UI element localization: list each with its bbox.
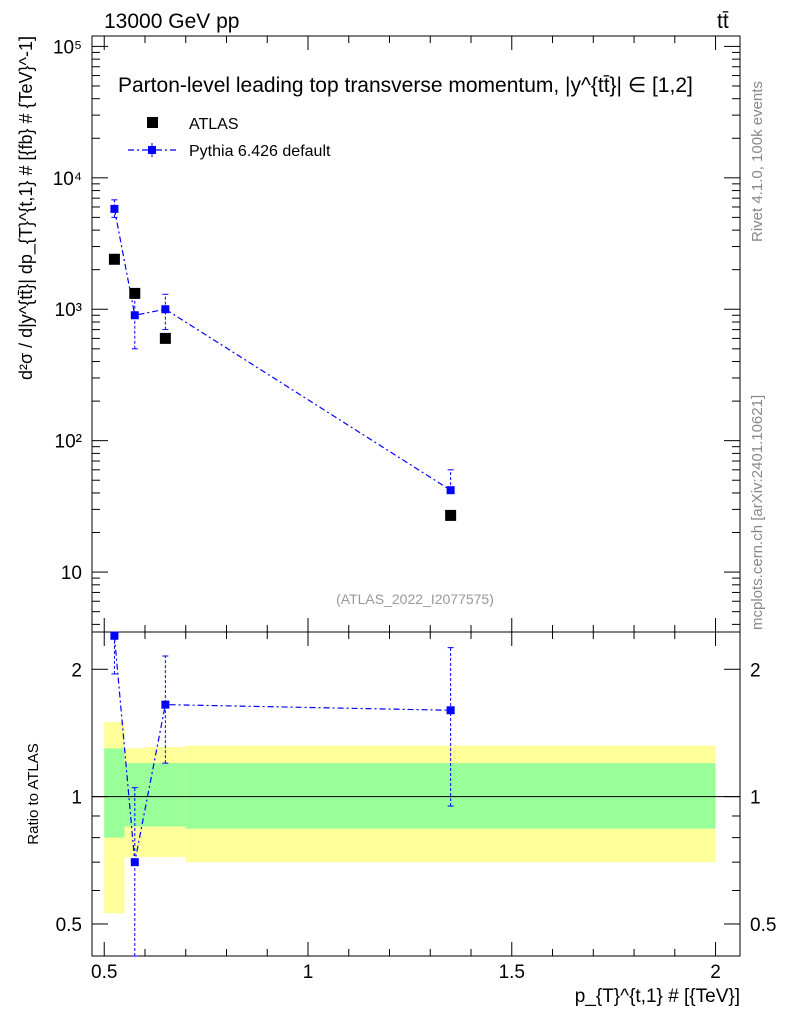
pythia-point [446, 486, 455, 495]
pythia-point [161, 305, 170, 314]
main-series [108, 199, 457, 521]
y-tick-label-main: 10² [55, 432, 82, 453]
x-tick-label: 1.5 [499, 962, 525, 983]
y-tick-label-main: 10 [61, 563, 82, 584]
ratio-point [161, 700, 170, 709]
atlas-point [129, 287, 141, 299]
ratio-uncertainty-bands [104, 722, 716, 914]
ratio-line [113, 635, 451, 863]
watermark: (ATLAS_2022_I2077575) [336, 591, 494, 607]
x-tick-label: 0.5 [91, 962, 117, 983]
y-tick-label-main: 10⁵ [53, 37, 82, 58]
rivet-label: Rivet 4.1.0, 100k events [749, 81, 766, 242]
ratio-tick-label-right: 1 [750, 788, 761, 809]
legend-atlas-label: ATLAS [189, 116, 239, 133]
ratio-tick-label-right: 2 [750, 660, 761, 681]
x-tick-label: 1 [303, 962, 314, 983]
legend: ATLAS Pythia 6.426 default [128, 116, 331, 160]
y-tick-label-main: 10⁴ [53, 169, 82, 190]
energy-label: 13000 GeV pp [104, 10, 239, 33]
y-tick-label-main: 10³ [55, 300, 82, 321]
ratio-point [110, 631, 119, 640]
ratio-frame [91, 631, 741, 957]
pythia-point [130, 311, 139, 320]
x-tick-label: 2 [710, 962, 721, 983]
pythia-point [110, 204, 119, 213]
ratio-panel: 0.5 0.5 1 1 2 2 Ratio to ATLAS [25, 625, 776, 957]
process-label: tt̄ [717, 10, 729, 33]
x-axis-tick-labels: 0.5 1 1.5 2 [91, 962, 721, 983]
mcplots-label: mcplots.cern.ch [arXiv:2401.10621] [749, 395, 766, 630]
pythia-line [113, 208, 451, 491]
x-axis-label: p_{T}^{t,1} # [{TeV}] [575, 986, 740, 1007]
ratio-series [110, 631, 455, 957]
atlas-point [108, 253, 120, 265]
ratio-tick-label-left: 2 [71, 660, 82, 681]
ratio-point [130, 858, 139, 867]
atlas-point [159, 332, 171, 344]
main-y-axis-label: d²σ / d|y^{tt̄}| dp_{T}^{t,1} # [{fb} # … [16, 36, 37, 380]
main-panel: Parton-level leading top transverse mome… [16, 35, 741, 633]
chart-title: Parton-level leading top transverse mome… [118, 74, 693, 97]
ratio-tick-label-left: 0.5 [56, 915, 82, 936]
ratio-tick-label-right: 0.5 [750, 915, 776, 936]
main-axis-ticks: 10 10² 10³ 10⁴ 10⁵ [53, 36, 740, 632]
atlas-point [445, 509, 457, 521]
ratio-point [446, 706, 455, 715]
ratio-axis-ticks: 0.5 0.5 1 1 2 2 [56, 625, 776, 956]
band-inner [144, 763, 186, 827]
ratio-tick-label-left: 1 [71, 788, 82, 809]
legend-atlas-marker [147, 117, 158, 128]
legend-pythia-label: Pythia 6.426 default [189, 143, 331, 160]
band-inner [104, 748, 125, 838]
ratio-y-axis-label: Ratio to ATLAS [25, 743, 42, 844]
